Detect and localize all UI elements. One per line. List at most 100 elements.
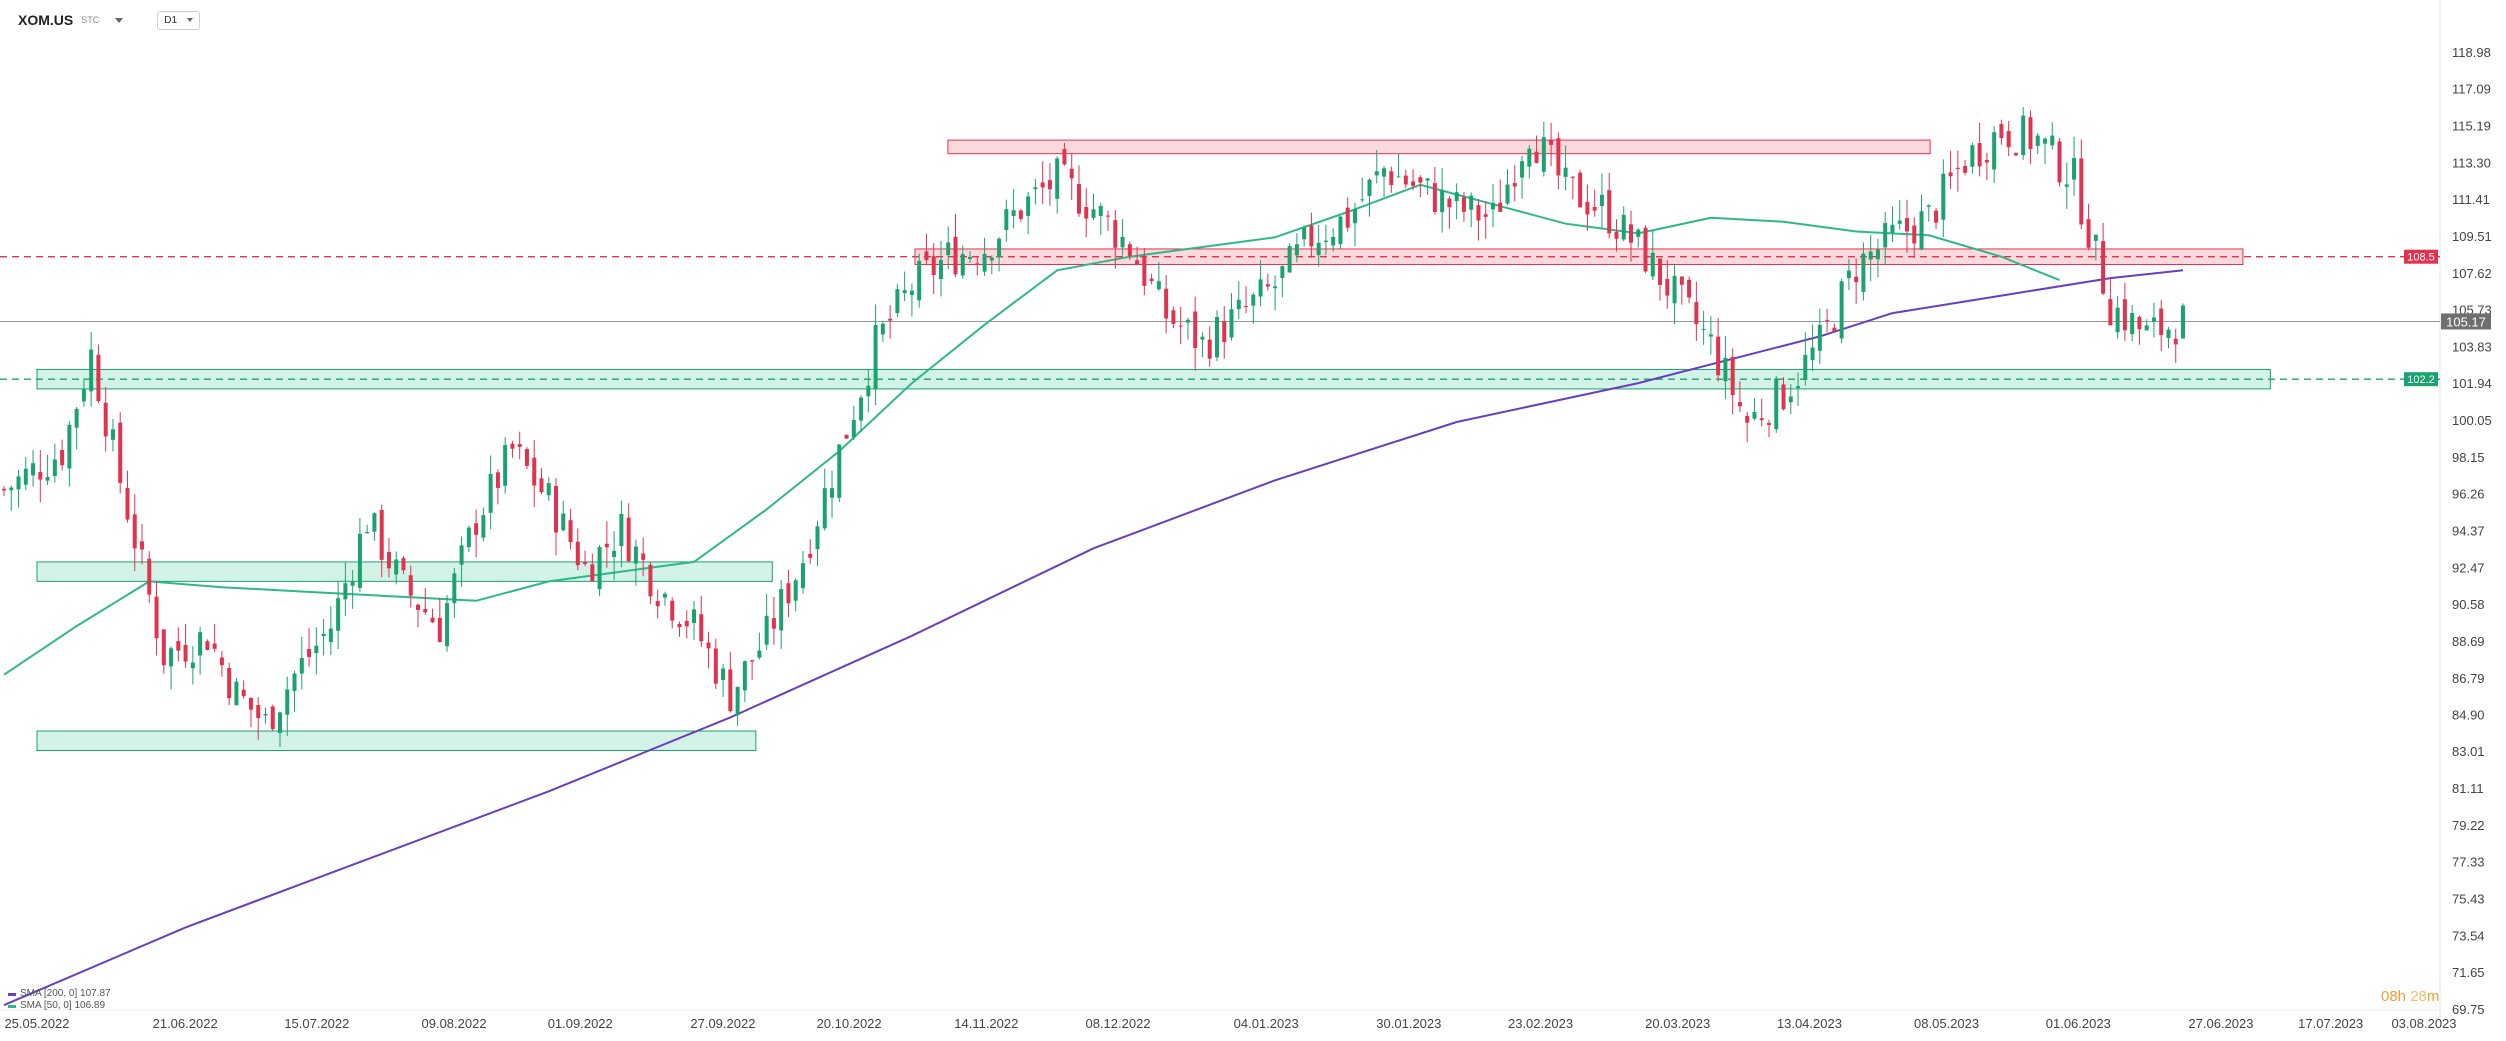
candle-body (1970, 145, 1975, 167)
candle-body (953, 236, 958, 275)
y-tick-label: 113.30 (2452, 155, 2491, 170)
candle-body (1556, 138, 1561, 176)
candle-body (16, 476, 21, 490)
candle-body (292, 673, 297, 691)
candle-body (386, 551, 391, 569)
candle-body (212, 643, 217, 649)
candle-body (851, 420, 856, 438)
candle-body (474, 523, 479, 535)
candle-body (1113, 220, 1118, 248)
candle-body (1977, 143, 1982, 167)
y-tick-label: 79.22 (2452, 818, 2485, 833)
candle-body (481, 515, 486, 538)
symbol-name[interactable]: XOM.US (18, 12, 74, 28)
interval-select[interactable]: D1 (157, 10, 201, 30)
candle-body (597, 547, 602, 590)
candle-body (1418, 177, 1423, 183)
candle-body (1926, 205, 1931, 207)
candle-body (2159, 308, 2164, 336)
candle-body (1149, 278, 1154, 282)
candle-body (909, 290, 914, 295)
candle-body (1309, 225, 1314, 247)
symbol-dropdown-icon[interactable] (115, 17, 124, 23)
y-tick-label: 88.69 (2452, 634, 2485, 649)
candle-body (510, 443, 515, 449)
candle-body (1062, 149, 1067, 165)
candle-body (742, 661, 747, 691)
candle-body (1265, 284, 1270, 287)
x-tick-label: 21.06.2022 (153, 1016, 218, 1031)
candle-body (256, 704, 261, 719)
candle-body (1621, 214, 1626, 240)
candle-body (2181, 305, 2185, 339)
candle-body (219, 657, 224, 666)
candle-body (837, 444, 842, 498)
candle-body (1454, 192, 1459, 201)
x-tick-label: 25.05.2022 (4, 1016, 69, 1031)
candle-body (270, 706, 275, 730)
candle-body (1403, 175, 1408, 185)
candle-body (1432, 183, 1437, 212)
x-tick-label: 17.07.2023 (2298, 1016, 2363, 1031)
candle-body (844, 434, 849, 439)
candle-body (2006, 130, 2011, 148)
candle-body (684, 620, 689, 627)
candle-body (1563, 167, 1568, 177)
candle-body (1498, 202, 1503, 212)
candle-body (38, 471, 43, 480)
candle-body (365, 531, 370, 534)
candle-body (1055, 158, 1060, 199)
candle-body (1992, 132, 1997, 170)
candle-body (1338, 216, 1343, 244)
legend-item-sma50[interactable]: SMA [50, 0] 106.89 (8, 1000, 111, 1012)
candle-body (2137, 317, 2142, 330)
candle-body (1084, 207, 1089, 219)
candle-body (1549, 139, 1554, 145)
candle-body (1069, 168, 1074, 179)
candle-body (1011, 210, 1016, 216)
candle-body (895, 289, 900, 314)
x-tick-label: 15.07.2022 (284, 1016, 349, 1031)
candle-body (2086, 219, 2091, 248)
candle-body (1280, 266, 1285, 278)
candle-body (2144, 325, 2149, 331)
legend-item-sma200[interactable]: SMA [200, 0] 107.87 (8, 988, 111, 1000)
candle-body (648, 564, 653, 597)
chevron-down-icon (187, 18, 194, 22)
candle-body (1425, 178, 1430, 181)
candle-body (1142, 256, 1147, 286)
candle-body (662, 593, 667, 598)
price-level-tag-label: 102.2 (2407, 374, 2435, 386)
candle-body (822, 488, 827, 529)
candle-body (626, 517, 631, 562)
candle-body (1135, 260, 1140, 265)
support-zone (36, 730, 757, 751)
x-tick-label: 01.09.2022 (548, 1016, 613, 1031)
candle-body (103, 402, 108, 437)
candle-body (1984, 159, 1989, 163)
candle-body (1323, 240, 1328, 242)
candle-body (1040, 182, 1045, 188)
candle-body (2130, 313, 2135, 335)
candle-body (1091, 209, 1096, 218)
candle-body (1592, 207, 1597, 211)
candle-body (1360, 199, 1365, 201)
candle-body (110, 429, 115, 440)
candle-body (1665, 278, 1670, 296)
candle-body (241, 689, 246, 697)
candle-body (2115, 307, 2120, 333)
candle-body (1578, 172, 1583, 208)
candle-body (1912, 225, 1917, 244)
candle-body (1294, 244, 1299, 256)
candle-body (1694, 302, 1699, 325)
candle-body (2028, 117, 2033, 150)
last-price-label: 105.17 (2446, 314, 2486, 329)
candle-body (2151, 317, 2156, 322)
candle-body (416, 604, 421, 610)
candle-body (52, 459, 57, 477)
candle-body (314, 645, 319, 654)
candle-body (1745, 415, 1750, 423)
candle-body (1047, 180, 1052, 190)
y-tick-label: 90.58 (2452, 597, 2485, 612)
